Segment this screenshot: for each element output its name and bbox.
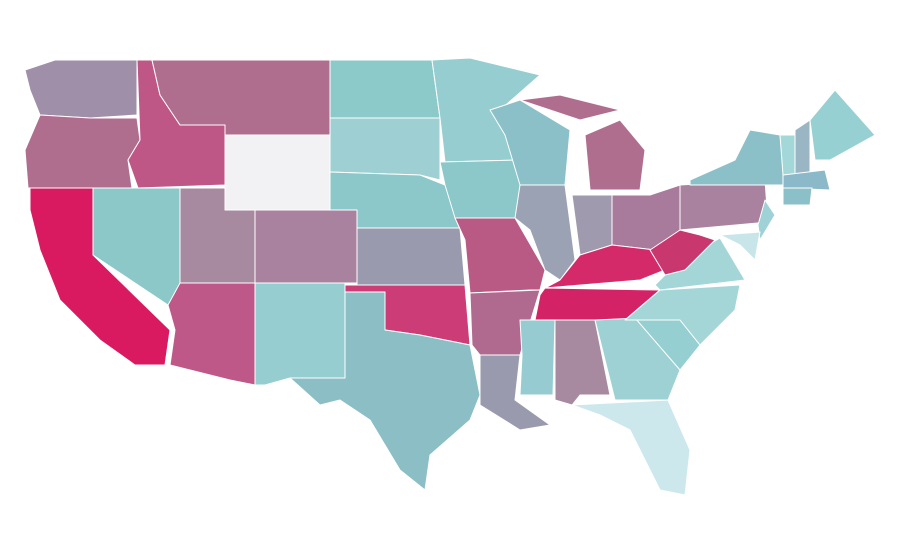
state: [356, 227, 466, 286]
state: [809, 89, 876, 161]
state: [329, 59, 441, 119]
state: [519, 319, 556, 396]
state: [794, 119, 811, 176]
state: [24, 59, 138, 119]
state: [24, 114, 141, 189]
state: [679, 179, 769, 231]
state: [689, 129, 786, 186]
state: [329, 117, 441, 181]
state: [514, 184, 576, 281]
state: [571, 194, 613, 256]
state: [584, 119, 646, 191]
state: [757, 199, 776, 241]
state: [167, 282, 256, 386]
state: [782, 187, 813, 206]
state: [151, 59, 331, 136]
state: [719, 231, 761, 261]
state: [224, 134, 331, 211]
state: [782, 169, 831, 191]
state: [519, 94, 621, 121]
state: [254, 209, 358, 284]
state: [254, 282, 346, 386]
state: [779, 134, 796, 176]
state: [289, 291, 481, 491]
state: [571, 399, 691, 496]
state: [479, 354, 551, 431]
